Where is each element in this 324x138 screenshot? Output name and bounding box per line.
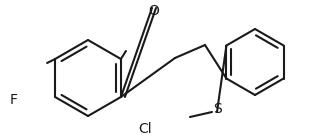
Text: S: S bbox=[213, 102, 221, 116]
Text: F: F bbox=[10, 93, 18, 107]
Text: O: O bbox=[149, 4, 159, 18]
Text: Cl: Cl bbox=[138, 122, 152, 136]
